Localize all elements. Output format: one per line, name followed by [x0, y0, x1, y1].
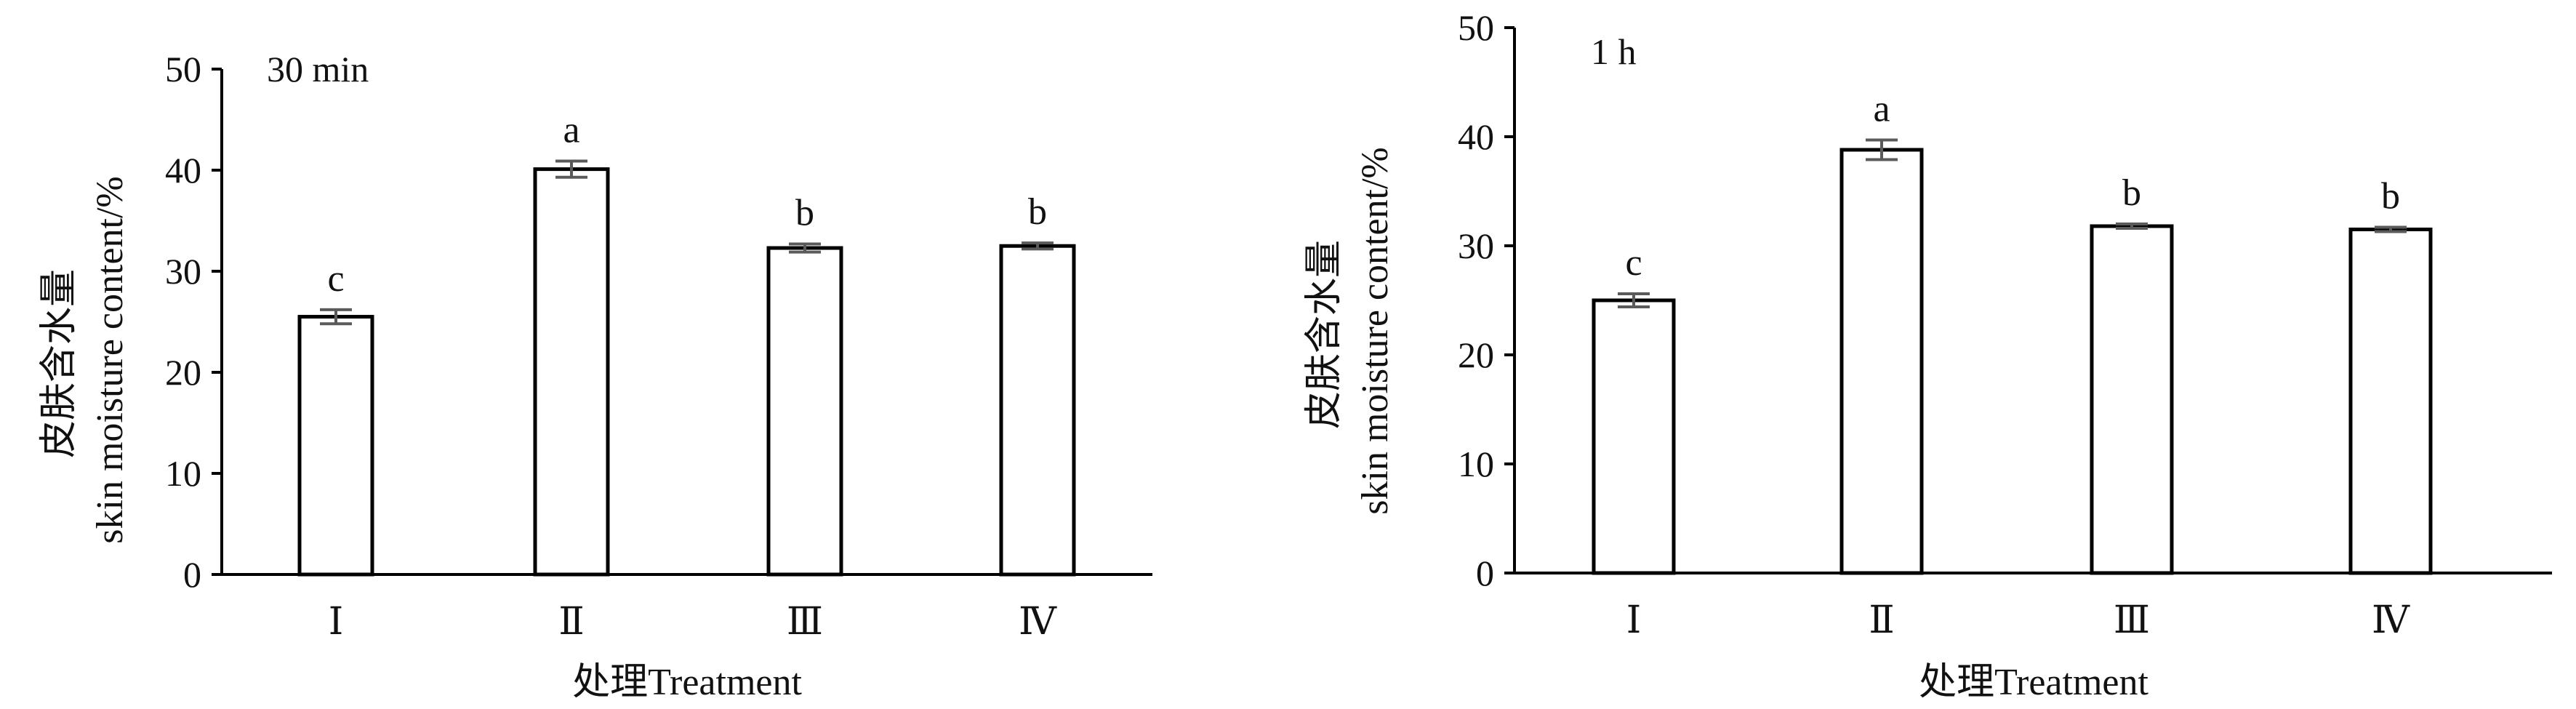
significance-label: a	[1873, 89, 1890, 130]
panel-label: 1 h	[1591, 31, 1637, 72]
y-tick-label: 0	[183, 554, 201, 595]
category-label: Ⅳ	[1019, 601, 1057, 643]
bar-3	[766, 246, 843, 577]
y-axis-title-chinese: 皮肤含水量	[39, 269, 80, 458]
significance-label: b	[1028, 191, 1047, 233]
y-tick-label: 50	[1458, 7, 1494, 48]
bar-3	[2090, 224, 2174, 575]
y-tick-label: 40	[1458, 116, 1494, 157]
category-label: Ⅳ	[2372, 600, 2410, 641]
bar-1	[1592, 298, 1676, 575]
y-tick-label: 10	[1458, 444, 1494, 484]
bar-4	[999, 244, 1076, 577]
bar-1	[297, 315, 374, 577]
category-label: Ⅱ	[558, 601, 584, 643]
error-bars	[320, 159, 1054, 326]
bar-4	[2348, 228, 2433, 575]
significance-label: c	[1625, 242, 1642, 284]
y-axis-title-english: skin moisture content/%	[89, 176, 131, 543]
significance-labels: c a b b	[1625, 89, 2400, 284]
significance-label: a	[563, 109, 579, 151]
significance-label: b	[2381, 176, 2400, 217]
significance-label: c	[327, 258, 344, 300]
y-tick-label: 30	[165, 251, 201, 292]
category-labels: Ⅰ Ⅱ Ⅲ Ⅳ	[329, 601, 1057, 643]
chart-panel-30min: 0 10 20 30 40 50 c a b b Ⅰ Ⅱ Ⅲ Ⅳ 30 min 皮肤含水量 skin …	[39, 49, 1152, 703]
y-tick-label: 0	[1476, 553, 1494, 593]
error-bars	[1618, 138, 2407, 308]
x-axis-title: 处理Treatment	[1919, 662, 2148, 703]
category-label: Ⅲ	[2114, 600, 2150, 641]
category-label: Ⅰ	[329, 601, 344, 643]
significance-label: b	[795, 192, 814, 233]
y-tick-label: 20	[1458, 335, 1494, 375]
category-labels: Ⅰ Ⅱ Ⅲ Ⅳ	[1626, 600, 2410, 641]
y-axis-title-english: skin moisture content/%	[1355, 147, 1396, 514]
y-tick-label: 10	[165, 453, 201, 494]
bars	[297, 167, 1076, 577]
y-tick-label: 40	[165, 150, 201, 191]
bar-2	[533, 167, 610, 577]
y-ticks: 0 10 20 30 40 50	[1458, 7, 1514, 593]
x-axis-title: 处理Treatment	[572, 662, 802, 703]
significance-labels: c a b b	[327, 109, 1047, 299]
significance-label: b	[2122, 172, 2141, 214]
category-label: Ⅰ	[1626, 600, 1642, 641]
bar-2	[1839, 148, 1924, 575]
category-label: Ⅱ	[1869, 600, 1894, 641]
y-tick-label: 30	[1458, 225, 1494, 266]
y-tick-label: 50	[165, 49, 201, 89]
bars	[1592, 148, 2433, 575]
y-axis-title-chinese: 皮肤含水量	[1304, 240, 1345, 429]
y-tick-label: 20	[165, 352, 201, 393]
panel-label: 30 min	[267, 49, 369, 89]
category-label: Ⅲ	[787, 601, 823, 643]
chart-panel-1h: 0 10 20 30 40 50 c a b b Ⅰ Ⅱ Ⅲ Ⅳ 1 h 皮肤含水量 skin moi…	[1304, 7, 2552, 703]
y-ticks: 0 10 20 30 40 50	[165, 49, 222, 595]
